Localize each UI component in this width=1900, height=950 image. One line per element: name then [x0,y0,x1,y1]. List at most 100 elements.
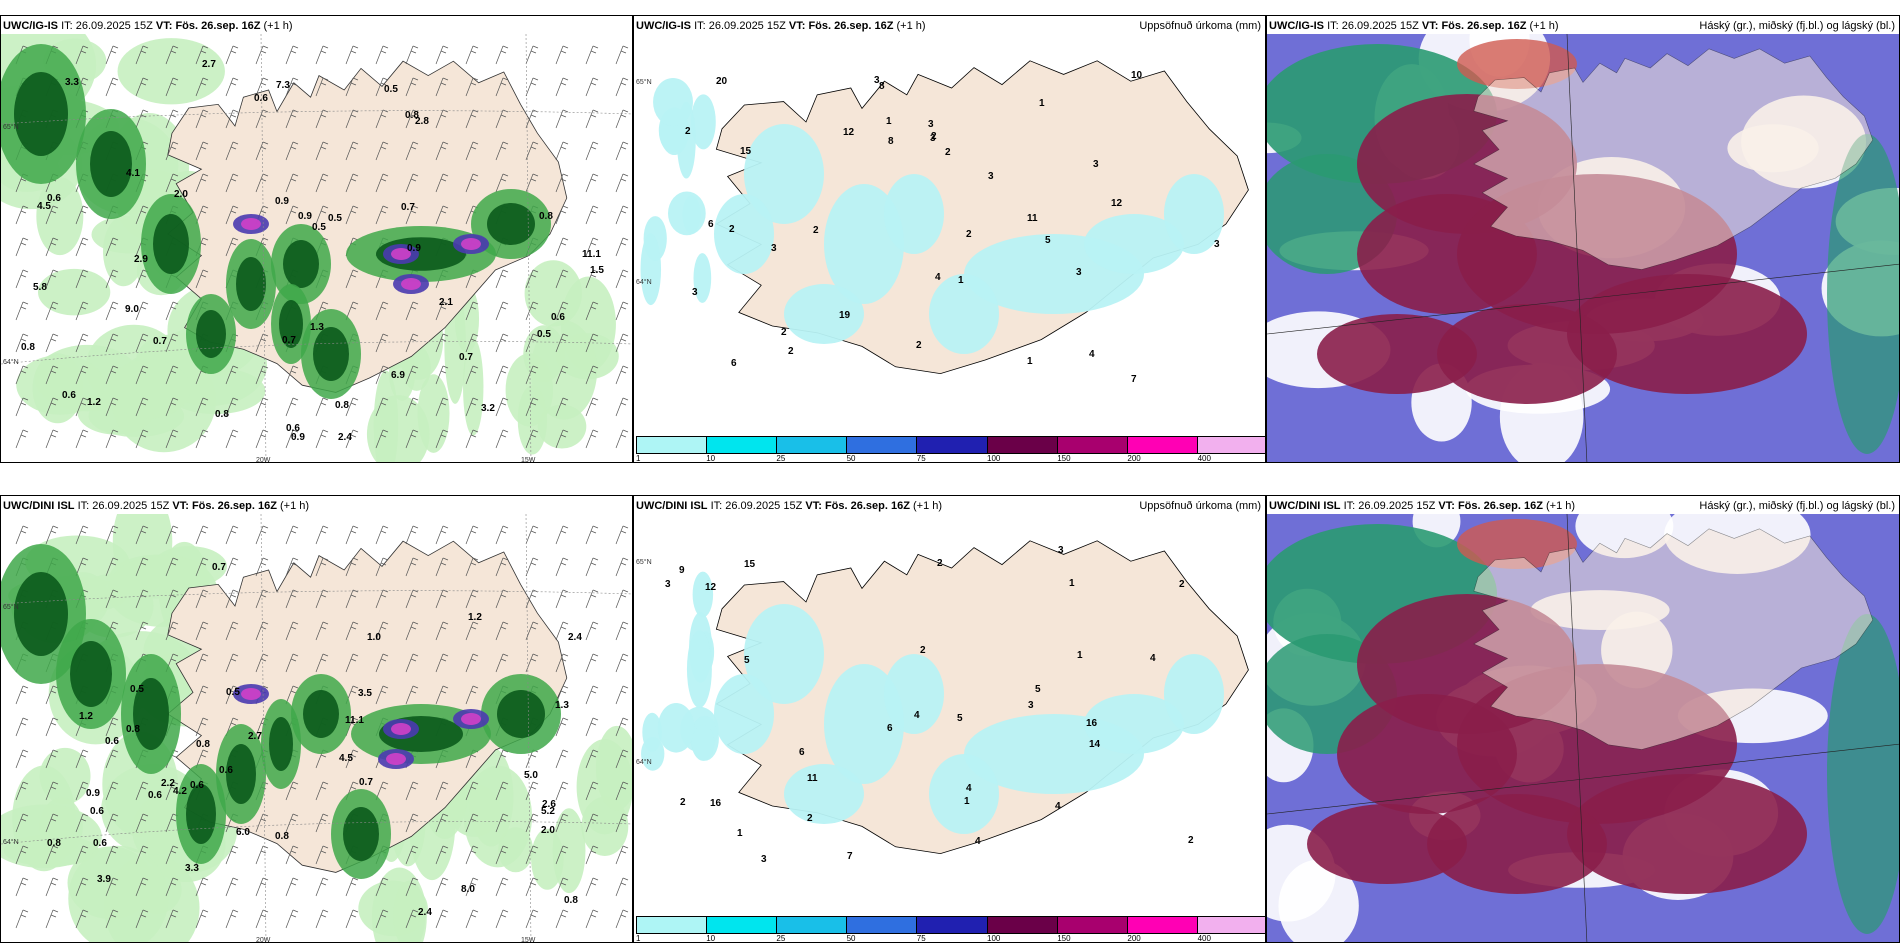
wind-barb [465,653,479,673]
wind-barb [615,429,629,449]
wind-barb [345,877,359,897]
wind-barb [75,45,89,65]
wind-barb [285,877,299,897]
wind-barb [45,269,59,289]
wind-barb [465,685,479,705]
accum-value-label: 2 [937,558,943,569]
precip-area [133,678,169,750]
accum-value-label: 8 [879,81,885,92]
colorbar-swatch [1197,437,1265,453]
accum-value-label: 2 [680,797,686,808]
wind-barb [615,365,629,385]
wind-barb [405,557,419,577]
wind-barb [165,909,179,929]
wind-barb [255,333,269,353]
wind-barb [165,109,179,129]
precip-value-label: 8.0 [461,884,475,895]
axis-label: 65°N [3,603,19,611]
wind-barb [255,45,269,65]
accum-value-label: 2 [781,327,787,338]
wind-barb [45,909,59,929]
colorbar-tick: 200 [1127,454,1141,463]
wind-barb [255,141,269,161]
wind-barb [45,717,59,737]
iceland-land [1473,528,1874,750]
precip-area [343,807,379,861]
wind-barb [465,141,479,161]
wind-barb [285,45,299,65]
precip-value-label: 0.7 [153,336,167,347]
colorbar-tick: 100 [987,934,1001,943]
wind-barb [225,173,239,193]
precip-area [1,804,102,869]
accum-area [714,674,774,754]
accum-area [929,274,999,354]
wind-barb [585,621,599,641]
wind-barb [195,877,209,897]
wind-barb [15,749,29,769]
wind-barb [375,877,389,897]
colorbar-swatch [847,437,918,453]
accum-value-label: 1 [886,116,892,127]
precip-value-label: 2.8 [415,116,429,127]
accum-value-label: 2 [729,224,735,235]
wind-barb [75,301,89,321]
wind-barb [465,429,479,449]
precip-value-label: 4.2 [173,786,187,797]
wind-barb [345,45,359,65]
wind-barb [435,141,449,161]
wind-barb [225,877,239,897]
precip-area [497,690,545,738]
graticule [1,341,632,365]
precip-area [487,203,535,245]
wind-barb [165,781,179,801]
wind-barb [495,77,509,97]
wind-barb [615,877,629,897]
precip-value-label: 0.6 [254,93,268,104]
wind-barb [195,429,209,449]
wind-barb [105,717,119,737]
wind-barb [255,621,269,641]
wind-barb [555,621,569,641]
wind-barb [135,589,149,609]
precip-value-label: 1.0 [367,632,381,643]
wind-barb [405,141,419,161]
precip-value-label: 0.6 [105,736,119,747]
accum-value-label: 14 [1089,739,1101,750]
wind-barb [525,141,539,161]
wind-barb [615,525,629,545]
wind-barb [615,749,629,769]
accum-value-label: 2 [1188,835,1194,846]
wind-barb [195,45,209,65]
colorbar-tick: 1 [636,934,641,943]
wind-barb [225,365,239,385]
accum-value-label: 5 [1035,684,1041,695]
wind-barb [135,845,149,865]
wind-barb [105,525,119,545]
wind-barb [105,429,119,449]
precip-value-label: 0.5 [384,84,398,95]
wind-barb [555,909,569,929]
wind-barb [615,109,629,129]
wind-barb [615,333,629,353]
wind-barb [405,173,419,193]
precip-value-label: 0.6 [286,423,300,434]
wind-barb [315,525,329,545]
colorbar-swatch [707,437,778,453]
wind-barb [45,813,59,833]
colorbar-swatch [637,437,708,453]
precip-area [468,747,514,847]
precip-value-label: 0.5 [328,213,342,224]
accum-value-label: 1 [964,796,970,807]
wind-barb [405,877,419,897]
wind-barb [435,621,449,641]
wind-barb [525,365,539,385]
low-cloud [1827,614,1899,934]
wind-barb [45,749,59,769]
precip-value-label: 0.8 [215,409,229,420]
wind-barb [555,301,569,321]
wind-barb [375,45,389,65]
accum-area [690,94,716,150]
wind-barb [435,173,449,193]
precip-value-label: 2.0 [541,825,555,836]
